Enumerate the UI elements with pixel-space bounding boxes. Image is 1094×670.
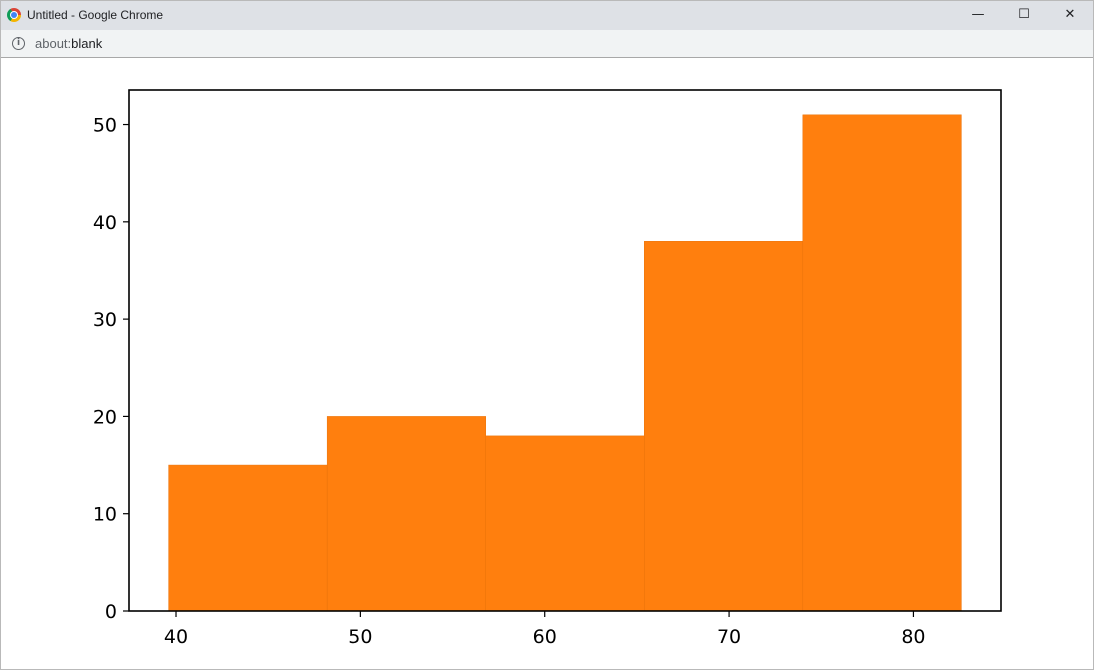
info-icon[interactable]: i: [12, 37, 25, 50]
x-tick-label-80: 80: [901, 626, 925, 648]
page-viewport: 40 50 60 70 80 0 10 20 30 40 50: [1, 58, 1093, 669]
y-tick-label-20: 20: [93, 406, 117, 428]
y-tick-label-0: 0: [105, 601, 117, 623]
url-scheme: about:: [35, 36, 72, 51]
address-bar[interactable]: i about:blank: [1, 30, 1093, 58]
chrome-logo-icon: [7, 8, 21, 22]
url-path: blank: [71, 36, 103, 51]
histogram-bar-3: [485, 435, 645, 612]
histogram-bar-5: [802, 114, 962, 612]
histogram-bar-1: [168, 464, 328, 612]
histogram-chart: 40 50 60 70 80 0 10 20 30 40 50: [93, 89, 1002, 648]
window-title: Untitled - Google Chrome: [27, 8, 164, 22]
x-tick-label-70: 70: [717, 626, 741, 648]
histogram-bar-2: [326, 416, 486, 612]
y-tick-label-40: 40: [93, 212, 117, 234]
close-button[interactable]: ✕: [1064, 7, 1076, 22]
plot-frame: [128, 89, 1002, 612]
y-tick-label-50: 50: [93, 115, 117, 137]
x-tick-label-50: 50: [348, 626, 372, 648]
x-tick-label-40: 40: [164, 626, 188, 648]
minimize-button[interactable]: —: [971, 7, 985, 22]
y-tick-label-30: 30: [93, 309, 117, 331]
y-tick-label-10: 10: [93, 504, 117, 526]
x-tick-label-60: 60: [533, 626, 557, 648]
maximize-button[interactable]: ☐: [1018, 7, 1030, 22]
histogram-bar-4: [644, 241, 804, 612]
url-text[interactable]: about:blank: [35, 36, 102, 51]
title-bar: Untitled - Google Chrome — ☐ ✕: [1, 1, 1093, 30]
